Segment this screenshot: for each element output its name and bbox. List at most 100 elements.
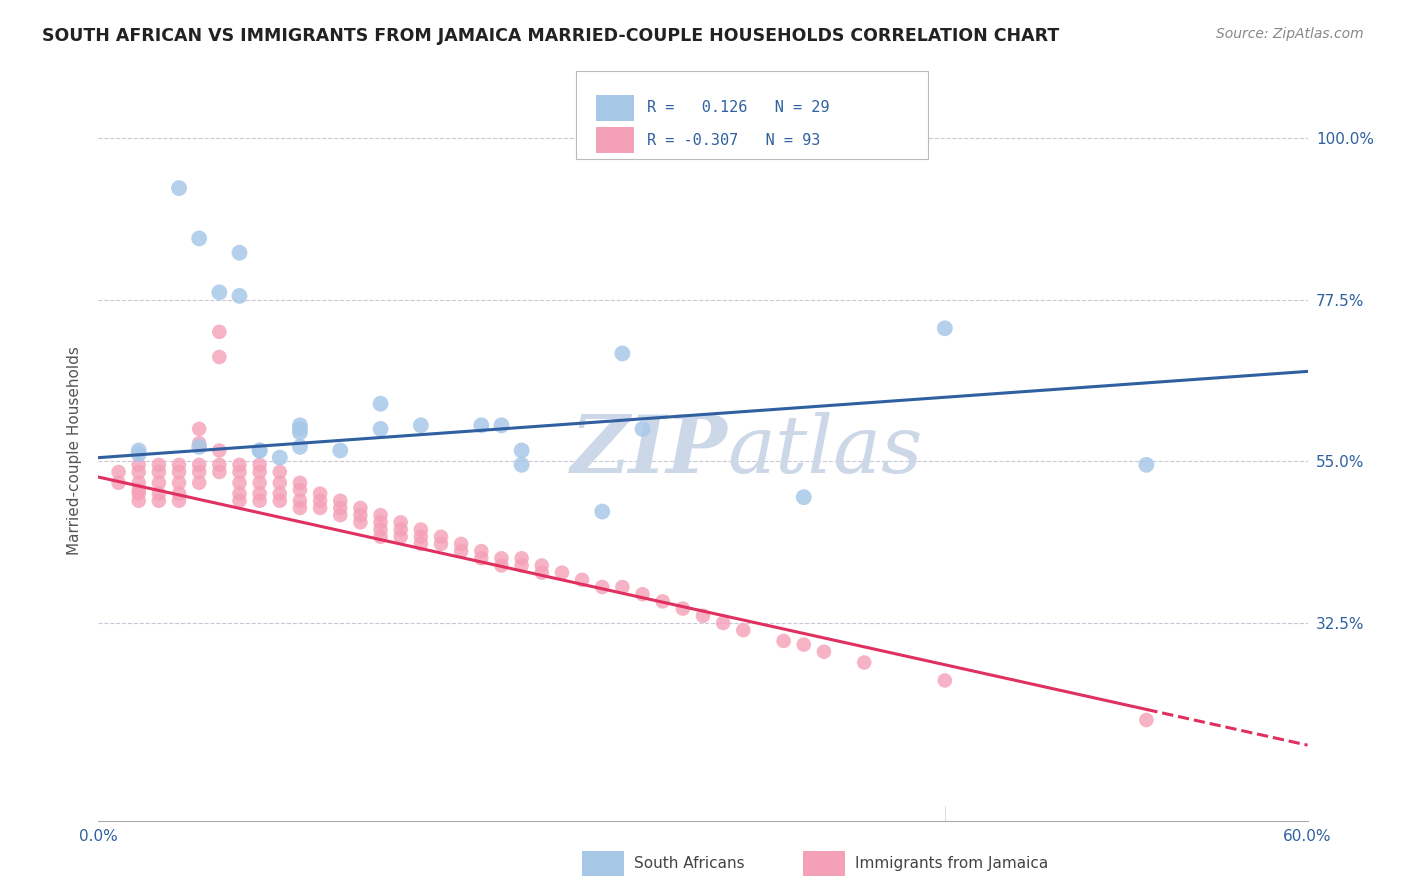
- Point: [269, 465, 291, 479]
- Point: [208, 465, 231, 479]
- Point: [631, 422, 654, 436]
- Text: R =   0.126   N = 29: R = 0.126 N = 29: [647, 101, 830, 115]
- Point: [329, 508, 352, 523]
- Point: [612, 346, 634, 360]
- Point: [208, 458, 231, 472]
- Point: [711, 615, 734, 630]
- Point: [309, 486, 332, 500]
- Point: [188, 436, 211, 450]
- Text: Source: ZipAtlas.com: Source: ZipAtlas.com: [1216, 27, 1364, 41]
- Text: Immigrants from Jamaica: Immigrants from Jamaica: [855, 856, 1047, 871]
- Text: R = -0.307   N = 93: R = -0.307 N = 93: [647, 133, 820, 147]
- Point: [349, 508, 371, 523]
- Point: [591, 504, 613, 518]
- Point: [249, 443, 271, 458]
- Point: [510, 551, 533, 566]
- Point: [148, 493, 170, 508]
- Text: South Africans: South Africans: [634, 856, 745, 871]
- Point: [228, 245, 250, 260]
- Point: [269, 475, 291, 490]
- Point: [571, 573, 593, 587]
- Point: [470, 418, 492, 433]
- Text: SOUTH AFRICAN VS IMMIGRANTS FROM JAMAICA MARRIED-COUPLE HOUSEHOLDS CORRELATION C: SOUTH AFRICAN VS IMMIGRANTS FROM JAMAICA…: [42, 27, 1060, 45]
- Point: [107, 465, 129, 479]
- Point: [370, 508, 392, 523]
- Point: [329, 443, 352, 458]
- Point: [188, 475, 211, 490]
- Point: [288, 493, 311, 508]
- Point: [128, 465, 150, 479]
- Point: [208, 350, 231, 364]
- Point: [128, 447, 150, 461]
- Point: [530, 566, 553, 580]
- Point: [934, 673, 956, 688]
- Text: atlas: atlas: [727, 412, 922, 489]
- Point: [249, 486, 271, 500]
- Point: [208, 443, 231, 458]
- Point: [167, 475, 190, 490]
- Point: [370, 422, 392, 436]
- Point: [128, 483, 150, 497]
- Point: [772, 634, 794, 648]
- Point: [188, 440, 211, 454]
- Point: [269, 493, 291, 508]
- Point: [228, 493, 250, 508]
- Point: [188, 465, 211, 479]
- Point: [389, 523, 412, 537]
- Point: [370, 530, 392, 544]
- Point: [148, 465, 170, 479]
- Point: [450, 544, 472, 558]
- Point: [409, 418, 432, 433]
- Point: [249, 443, 271, 458]
- Point: [470, 544, 492, 558]
- Point: [167, 486, 190, 500]
- Point: [288, 483, 311, 497]
- Y-axis label: Married-couple Households: Married-couple Households: [66, 346, 82, 555]
- Point: [551, 566, 574, 580]
- Point: [288, 500, 311, 515]
- Point: [288, 475, 311, 490]
- Point: [309, 493, 332, 508]
- Point: [672, 601, 695, 615]
- Point: [409, 530, 432, 544]
- Point: [188, 422, 211, 436]
- Point: [288, 422, 311, 436]
- Point: [853, 656, 876, 670]
- Point: [510, 558, 533, 573]
- Point: [128, 475, 150, 490]
- Point: [651, 594, 673, 608]
- Point: [249, 475, 271, 490]
- Point: [269, 486, 291, 500]
- Point: [409, 537, 432, 551]
- Point: [631, 587, 654, 601]
- Point: [409, 523, 432, 537]
- Point: [249, 465, 271, 479]
- Point: [228, 475, 250, 490]
- Point: [530, 558, 553, 573]
- Point: [591, 580, 613, 594]
- Point: [128, 443, 150, 458]
- Point: [612, 580, 634, 594]
- Point: [349, 516, 371, 530]
- Point: [148, 458, 170, 472]
- Point: [208, 325, 231, 339]
- Point: [188, 458, 211, 472]
- Point: [329, 493, 352, 508]
- Point: [430, 530, 453, 544]
- Point: [249, 458, 271, 472]
- Point: [167, 458, 190, 472]
- Point: [208, 285, 231, 300]
- Point: [692, 608, 714, 623]
- Point: [128, 493, 150, 508]
- Point: [249, 493, 271, 508]
- Point: [128, 458, 150, 472]
- Point: [793, 638, 815, 652]
- Point: [389, 530, 412, 544]
- Point: [228, 458, 250, 472]
- Point: [450, 537, 472, 551]
- Point: [288, 418, 311, 433]
- Point: [370, 523, 392, 537]
- Point: [491, 551, 513, 566]
- Point: [793, 490, 815, 504]
- Point: [228, 465, 250, 479]
